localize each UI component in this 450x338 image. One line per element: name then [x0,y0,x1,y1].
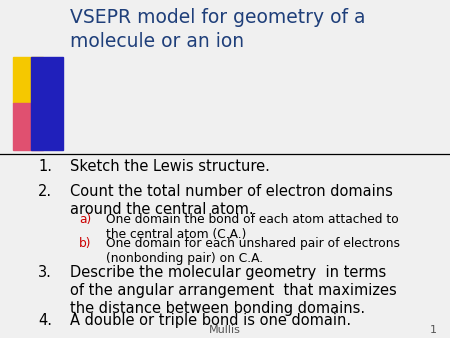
Bar [13,103,43,150]
Text: a): a) [79,213,91,226]
Text: b): b) [79,237,91,249]
Text: 1: 1 [429,324,436,335]
Text: 4.: 4. [38,313,52,328]
Text: A double or triple bond is one domain.: A double or triple bond is one domain. [70,313,351,328]
Bar [13,57,43,103]
Text: One domain for each unshared pair of electrons
(nonbonding pair) on C.A.: One domain for each unshared pair of ele… [106,237,400,265]
Text: Count the total number of electron domains
around the central atom.: Count the total number of electron domai… [70,184,392,217]
Text: Describe the molecular geometry  in terms
of the angular arrangement  that maxim: Describe the molecular geometry in terms… [70,265,396,316]
Text: 1.: 1. [38,159,52,174]
Text: 2.: 2. [38,184,52,199]
Text: VSEPR model for geometry of a
molecule or an ion: VSEPR model for geometry of a molecule o… [70,8,365,51]
Text: Mullis: Mullis [209,324,241,335]
Text: Sketch the Lewis structure.: Sketch the Lewis structure. [70,159,270,174]
Bar [31,57,63,150]
Text: 3.: 3. [38,265,52,280]
Text: One domain the bond of each atom attached to
the central atom (C.A.): One domain the bond of each atom attache… [106,213,399,241]
